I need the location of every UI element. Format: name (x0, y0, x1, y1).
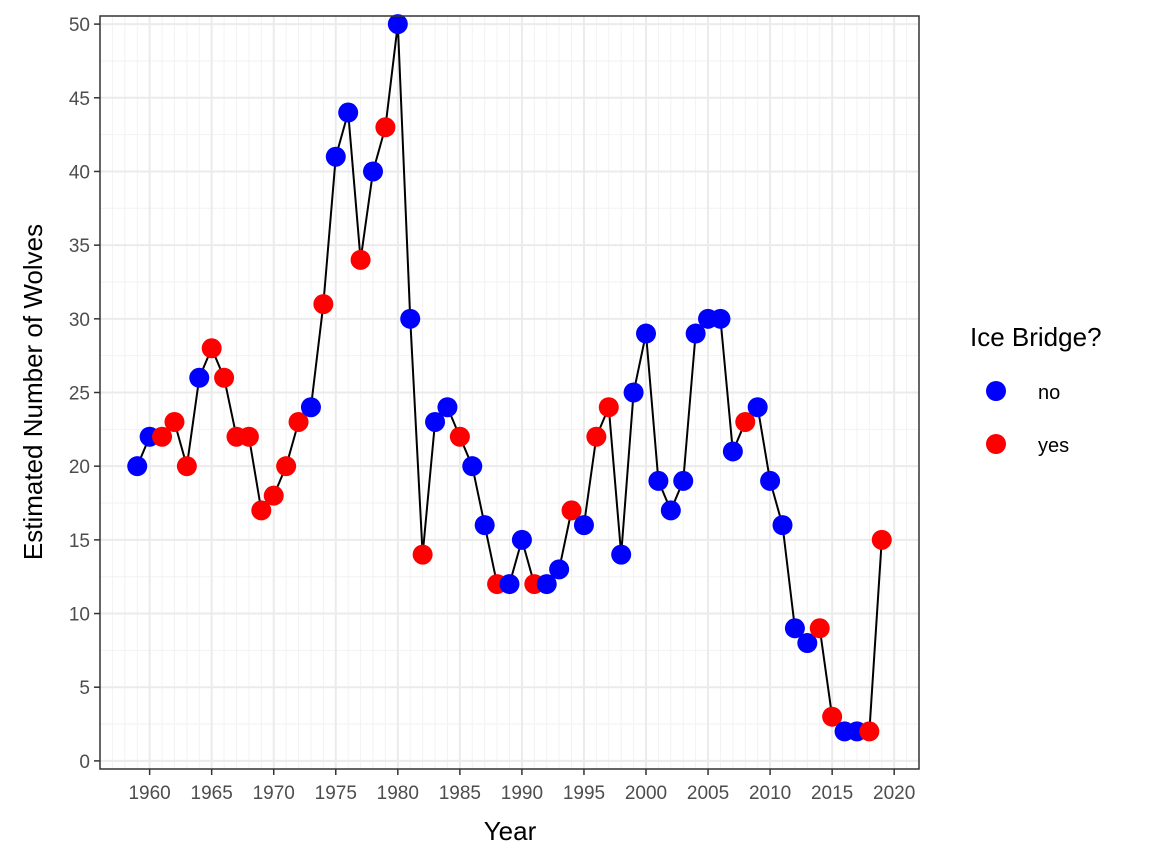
y-tick-label: 30 (69, 310, 90, 331)
legend-label-yes: yes (1038, 435, 1069, 457)
y-tick-label: 10 (69, 605, 90, 626)
data-point-no (760, 470, 781, 491)
y-tick-label: 15 (69, 531, 90, 552)
legend-label-no: no (1038, 382, 1060, 404)
data-point-no (660, 500, 681, 521)
x-tick-label: 1980 (377, 783, 419, 804)
data-point-yes (735, 411, 756, 432)
data-point-yes (871, 529, 892, 550)
data-point-no (648, 470, 669, 491)
x-tick-label: 2020 (873, 783, 915, 804)
data-point-no (747, 397, 768, 418)
data-point-yes (313, 294, 334, 315)
data-point-no (722, 441, 743, 462)
data-point-yes (809, 618, 830, 639)
data-point-yes (251, 500, 272, 521)
data-point-no (400, 308, 421, 329)
data-point-yes (449, 426, 470, 447)
data-point-yes (859, 721, 880, 742)
legend-title: Ice Bridge? (970, 322, 1102, 352)
data-point-no (425, 411, 446, 432)
y-axis-ticks: 0 5 10 15 20 25 30 35 40 45 50 (69, 15, 100, 773)
data-points (127, 14, 892, 742)
x-axis-ticks: 1960 1965 1970 1975 1980 1985 1990 1995 2000 2005… (128, 769, 915, 804)
data-point-yes (263, 485, 284, 506)
x-tick-label: 2010 (749, 783, 791, 804)
y-tick-label: 35 (69, 236, 90, 257)
data-point-no (325, 146, 346, 167)
data-point-no (437, 397, 458, 418)
data-point-no (797, 633, 818, 654)
data-point-yes (375, 117, 396, 138)
y-tick-label: 40 (69, 162, 90, 183)
data-point-no (462, 456, 483, 477)
data-point-yes (350, 249, 371, 270)
data-point-yes (164, 411, 185, 432)
data-point-no (300, 397, 321, 418)
data-point-no (499, 574, 520, 595)
data-point-no (189, 367, 210, 388)
data-point-yes (152, 426, 173, 447)
x-tick-label: 2005 (687, 783, 729, 804)
y-tick-label: 50 (69, 15, 90, 36)
y-tick-label: 45 (69, 89, 90, 110)
major-gridlines (100, 16, 919, 769)
y-tick-label: 20 (69, 457, 90, 478)
x-tick-label: 2015 (811, 783, 853, 804)
data-point-yes (214, 367, 235, 388)
data-point-no (710, 308, 731, 329)
data-point-no (611, 544, 632, 565)
x-tick-label: 1965 (191, 783, 233, 804)
data-point-yes (288, 411, 309, 432)
data-point-no (573, 515, 594, 536)
data-point-yes (561, 500, 582, 521)
data-point-no (623, 382, 644, 403)
data-point-no (772, 515, 793, 536)
data-point-yes (586, 426, 607, 447)
x-axis-title: Year (484, 816, 537, 846)
data-point-no (673, 470, 694, 491)
data-point-no (636, 323, 656, 344)
x-tick-label: 1970 (253, 783, 295, 804)
legend: Ice Bridge? no yes (970, 322, 1102, 457)
data-point-no (511, 529, 532, 550)
data-point-no (363, 161, 383, 182)
x-tick-label: 2000 (625, 783, 667, 804)
data-point-no (474, 515, 495, 536)
y-tick-label: 5 (79, 678, 90, 699)
x-tick-label: 1975 (315, 783, 357, 804)
y-axis-title: Estimated Number of Wolves (18, 224, 48, 560)
x-tick-label: 1990 (501, 783, 543, 804)
data-point-no (549, 559, 570, 580)
data-point-no (127, 456, 148, 477)
data-point-yes (176, 456, 197, 477)
data-point-no (685, 323, 706, 344)
data-point-no (784, 618, 805, 639)
data-point-yes (238, 426, 259, 447)
x-tick-label: 1985 (439, 783, 481, 804)
x-tick-label: 1960 (128, 783, 170, 804)
y-tick-label: 0 (79, 752, 90, 773)
data-point-yes (412, 544, 433, 565)
y-tick-label: 25 (69, 384, 90, 405)
data-point-no (338, 102, 359, 123)
data-point-yes (276, 456, 297, 477)
data-point-yes (201, 338, 222, 359)
data-point-no (536, 574, 557, 595)
x-tick-label: 1995 (563, 783, 605, 804)
data-point-yes (822, 706, 843, 727)
data-point-yes (598, 397, 619, 418)
legend-key-no (986, 381, 1006, 401)
legend-key-yes (986, 434, 1006, 454)
data-point-no (387, 14, 408, 35)
